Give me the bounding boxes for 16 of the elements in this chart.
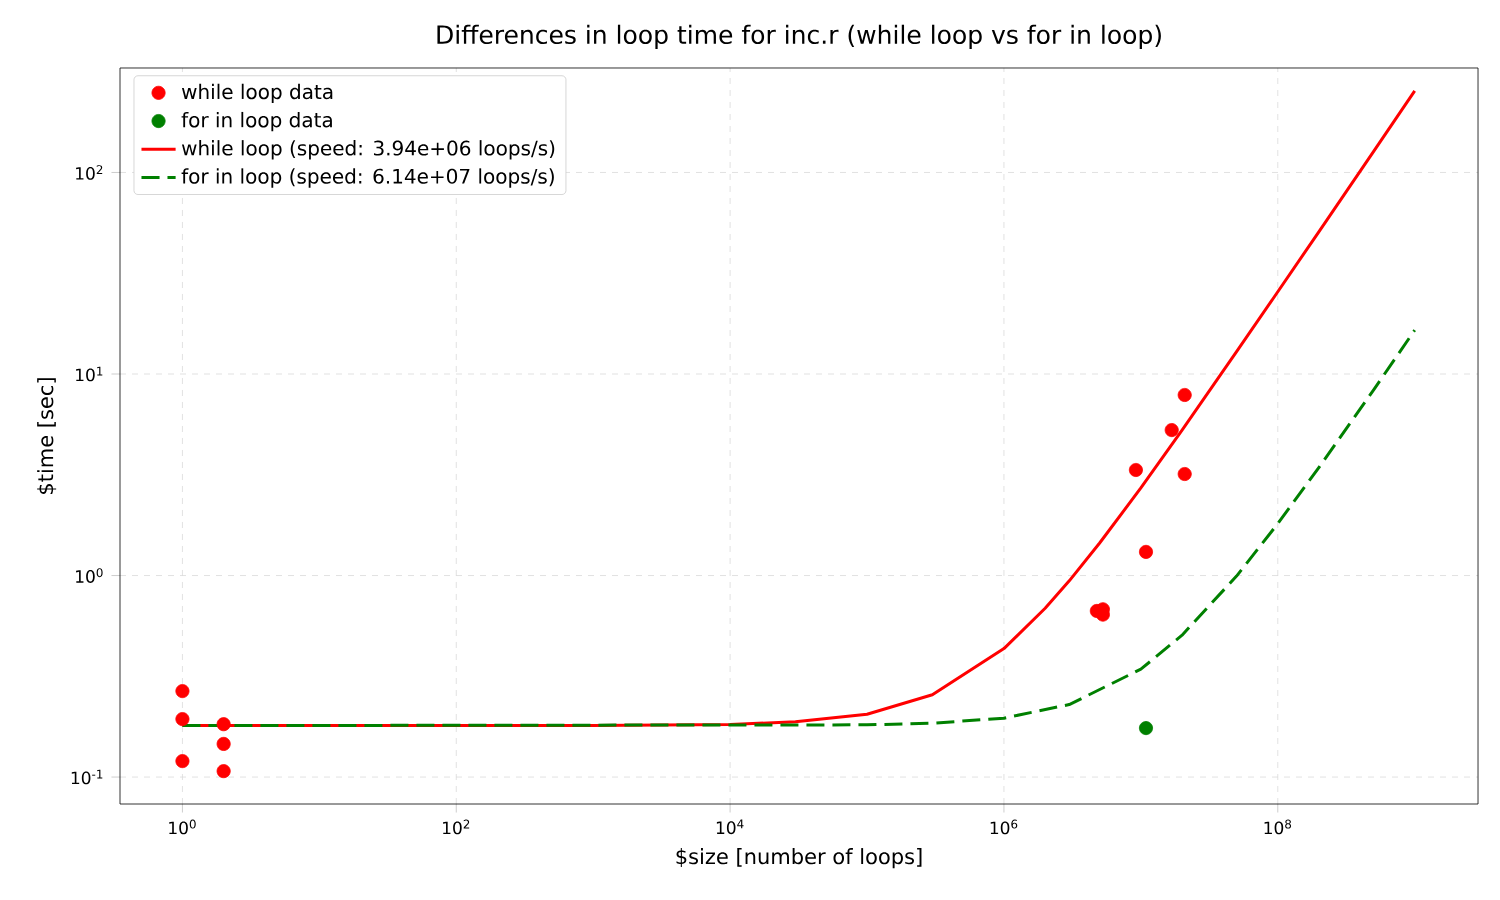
x-tick-label: 10$^{0}$	[169, 819, 196, 835]
legend-label: while loop (speed: 3.94e+06 loops/s)	[181, 140, 555, 160]
y-tick-label: 10$^{1}$	[76, 366, 103, 382]
y-tick-label: 10$^{2}$	[76, 165, 103, 180]
x-axis-title: $size [number of loops]	[676, 848, 922, 869]
x-tick-label: 10$^{8}$	[1264, 819, 1292, 835]
x-tick-label: 10$^{4}$	[716, 819, 744, 835]
y-tick-label: 10$^{-1}$	[71, 769, 103, 785]
x-tick-label: 10$^{2}$	[443, 819, 470, 835]
y-tick-label: 10$^{0}$	[76, 568, 103, 583]
y-axis-title: $time [sec]	[37, 378, 57, 494]
legend-label: for in loop (speed: 6.14e+07 loops/s)	[181, 168, 554, 188]
chart-title: Differences in loop time for inc.r (while loop vs for in loop)	[437, 24, 1161, 49]
x-tick-label: 10$^{6}$	[990, 819, 1018, 835]
legend-label: for in loop data	[181, 111, 332, 132]
legend-label: while loop data	[181, 83, 333, 104]
